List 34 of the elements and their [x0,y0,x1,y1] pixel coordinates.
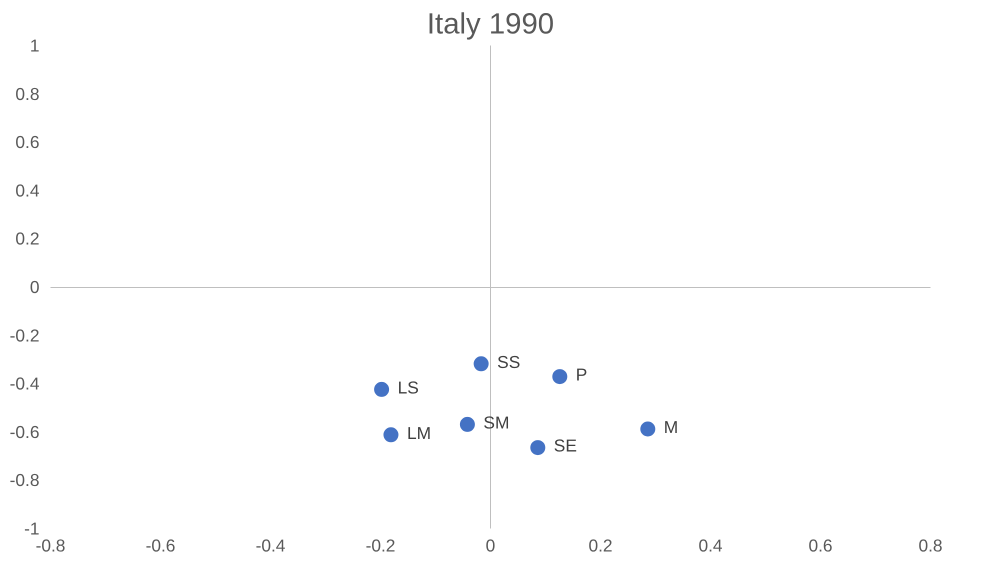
annotation: SM [483,412,510,432]
y-tick-label: 1 [30,36,40,56]
y-tick-label: 0 [30,277,40,297]
x-tick-label: -0.2 [366,536,396,556]
y-tick-label: -0.8 [10,470,40,490]
x-tick-label: -0.6 [146,536,176,556]
y-tick-label: 0.2 [15,228,40,249]
point [383,427,398,442]
x-tick-label: 0.2 [588,536,613,556]
y-tick-label: 0.8 [15,84,40,104]
annotation: LM [406,422,432,443]
annotation: SS [497,352,520,372]
point [474,356,489,372]
y-tick-label: -0.4 [10,374,40,394]
point [552,369,568,384]
x-tick-label: 0.6 [808,536,833,556]
point [640,422,656,436]
y-tick-label: -1 [24,518,40,538]
annotation: P [576,364,588,385]
x-tick-label: 0 [486,536,496,556]
annotation: SE [554,436,577,456]
y-tick-label: 0.6 [15,132,40,152]
x-tick-label: -0.4 [256,536,286,556]
point [460,416,475,432]
point [530,440,546,456]
y-tick-label: -0.2 [10,325,40,346]
x-tick-label: 0.8 [918,536,943,556]
y-tick-label: -0.6 [10,422,40,442]
x-tick-label: 0.4 [698,536,723,556]
chart-title: Italy 1990 [426,8,554,40]
annotation: M [664,417,678,437]
y-tick-label: 0.4 [15,180,40,200]
annotation: LS [398,377,419,398]
point [374,382,390,397]
